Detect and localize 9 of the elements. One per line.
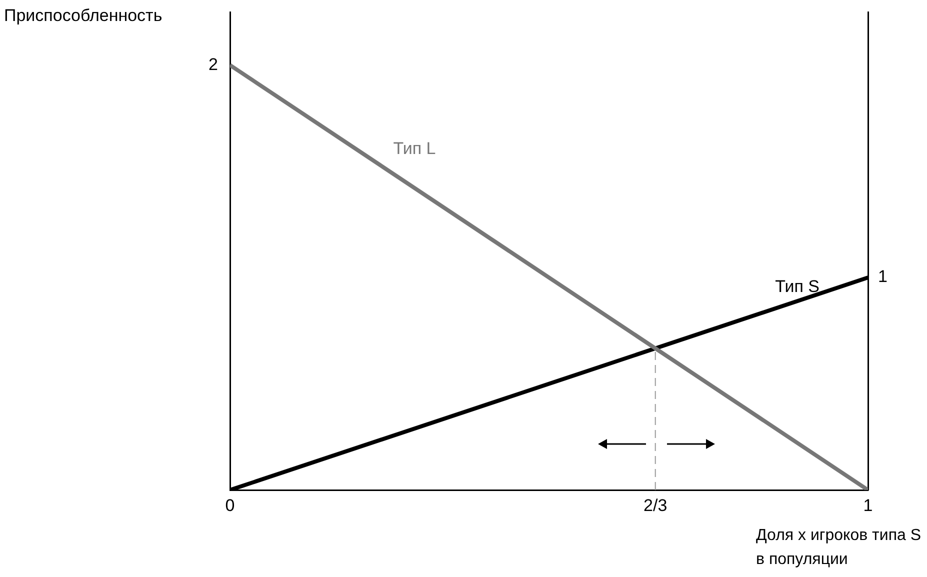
x-tick-label: 2/3 <box>644 496 668 515</box>
annotation: 2 <box>208 54 218 74</box>
series-label: Тип L <box>393 139 436 158</box>
y-axis-title: Приспособленность <box>4 6 162 26</box>
annotation: 1 <box>878 267 888 286</box>
series-label: Тип S <box>775 277 820 296</box>
x-axis-title: Доля x игроков типа S в популяции <box>756 526 922 570</box>
x-tick-label: 1 <box>863 496 873 515</box>
x-tick-label: 0 <box>225 496 235 515</box>
